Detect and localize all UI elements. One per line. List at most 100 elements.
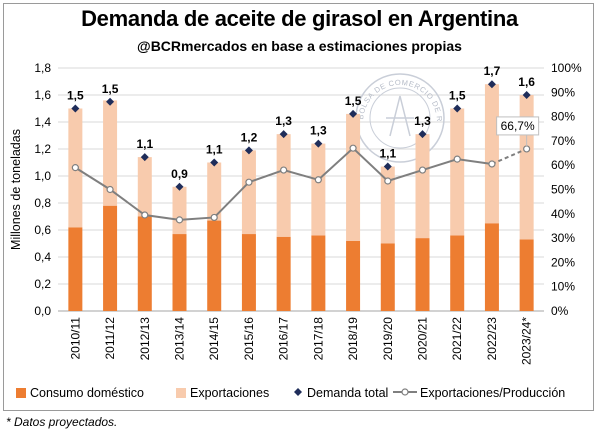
watermark-text: BOLSA DE COMERCIO DE ROSARIO <box>0 0 444 122</box>
chart-frame <box>3 3 594 411</box>
total-demand-marker <box>418 130 427 139</box>
y-tick-label: 1,2 <box>34 142 51 156</box>
bar-exportaciones <box>172 186 187 235</box>
ratio-point <box>245 178 253 186</box>
bar-exportaciones <box>484 84 499 224</box>
total-demand-marker <box>279 130 288 139</box>
ratio-point <box>488 160 496 168</box>
data-label: 1,1 <box>379 147 396 161</box>
y2-tick-label: 20% <box>551 255 575 269</box>
y2-tick-label: 30% <box>551 231 575 245</box>
bar-consumo-domestico <box>207 220 222 311</box>
total-demand-marker <box>175 182 184 191</box>
x-tick-label: 2022/23 <box>485 317 499 361</box>
y-tick-label: 0,4 <box>34 250 51 264</box>
bar-exportaciones <box>207 162 222 221</box>
y-tick-label: 0,0 <box>34 304 51 318</box>
annotation-box <box>496 116 540 136</box>
bar-consumo-domestico <box>450 235 465 311</box>
bar-exportaciones <box>137 157 152 217</box>
legend-swatch-total <box>294 388 302 396</box>
y2-tick-label: 70% <box>551 134 575 148</box>
y-tick-label: 1,4 <box>34 115 51 129</box>
x-tick-label: 2011/12 <box>103 317 117 360</box>
x-tick-label: 2016/17 <box>277 317 291 361</box>
x-tick-label: 2015/16 <box>242 317 256 361</box>
bar-exportaciones <box>311 143 326 236</box>
x-tick-label: 2012/13 <box>138 317 152 361</box>
annotation-label: 66,7% <box>501 119 535 133</box>
bar-consumo-domestico <box>415 238 430 311</box>
y2-tick-label: 80% <box>551 110 575 124</box>
bar-consumo-domestico <box>276 236 291 311</box>
total-demand-marker <box>210 158 219 167</box>
legend-swatch-consumo <box>16 388 26 398</box>
y2-tick-label: 60% <box>551 158 575 172</box>
bar-consumo-domestico <box>519 239 534 311</box>
y2-tick-label: 100% <box>551 61 582 75</box>
watermark-emblem <box>386 95 414 137</box>
data-label: 1,7 <box>484 64 501 78</box>
data-label: 1,5 <box>449 89 466 103</box>
x-tick-label: 2023/24* <box>520 317 534 365</box>
total-demand-marker <box>487 80 496 89</box>
total-demand-marker <box>453 104 462 113</box>
legend-label-total: Demanda total <box>307 386 388 400</box>
ratio-point <box>418 166 427 174</box>
x-tick-label: 2018/19 <box>346 317 360 361</box>
ratio-point <box>280 166 288 174</box>
bar-exportaciones <box>346 113 361 241</box>
x-tick-label: 2010/11 <box>68 317 82 360</box>
bar-consumo-domestico <box>241 234 256 311</box>
bar-consumo-domestico <box>172 234 187 311</box>
legend-label-consumo: Consumo doméstico <box>30 386 144 400</box>
legend-swatch-exportaciones <box>176 388 186 398</box>
ratio-point <box>175 216 184 224</box>
total-demand-marker <box>349 109 358 118</box>
ratio-point <box>106 185 114 194</box>
data-label: 1,5 <box>102 82 119 96</box>
legend-swatch-ratio-point <box>401 388 409 396</box>
ratio-point <box>523 145 531 153</box>
ratio-point <box>314 176 322 184</box>
data-label: 1,3 <box>310 124 327 138</box>
bar-consumo-domestico <box>380 243 395 311</box>
ratio-point <box>71 164 79 172</box>
ratio-point <box>141 211 149 219</box>
data-label: 1,2 <box>241 130 258 144</box>
data-label: 1,1 <box>136 137 153 151</box>
y-tick-label: 1,6 <box>34 88 51 102</box>
total-demand-marker <box>71 104 80 113</box>
bar-consumo-domestico <box>137 216 152 311</box>
x-tick-label: 2019/20 <box>381 317 395 361</box>
bar-exportaciones <box>380 166 395 244</box>
y-tick-label: 1,0 <box>34 169 51 183</box>
footnote: * Datos proyectados. <box>6 415 118 429</box>
ratio-point <box>453 155 461 163</box>
ratio-point <box>384 177 392 185</box>
total-demand-marker <box>244 146 253 155</box>
data-label: 1,5 <box>67 89 84 103</box>
total-demand-marker <box>140 153 149 162</box>
y-tick-label: 0,8 <box>34 196 51 210</box>
y2-tick-label: 10% <box>551 280 575 294</box>
total-demand-marker <box>522 91 531 99</box>
bar-exportaciones <box>103 100 118 206</box>
y-tick-label: 1,8 <box>34 61 51 75</box>
x-tick-label: 2020/21 <box>416 317 430 361</box>
data-label: 1,1 <box>206 143 223 157</box>
ratio-point <box>210 213 218 222</box>
bar-exportaciones <box>241 150 256 235</box>
x-tick-label: 2021/22 <box>450 317 464 361</box>
legend-label-ratio: Exportaciones/Producción <box>420 386 565 400</box>
watermark-seal-inner <box>369 87 431 149</box>
total-demand-marker <box>106 97 115 106</box>
x-tick-label: 2017/18 <box>311 317 325 361</box>
data-label: 1,3 <box>414 114 431 128</box>
bar-consumo-domestico <box>311 235 326 311</box>
legend-label-exportaciones: Exportaciones <box>190 386 269 400</box>
y-axis-title: Millones de toneladas <box>9 129 23 250</box>
bar-consumo-domestico <box>103 205 118 311</box>
x-tick-label: 2014/15 <box>207 317 221 361</box>
